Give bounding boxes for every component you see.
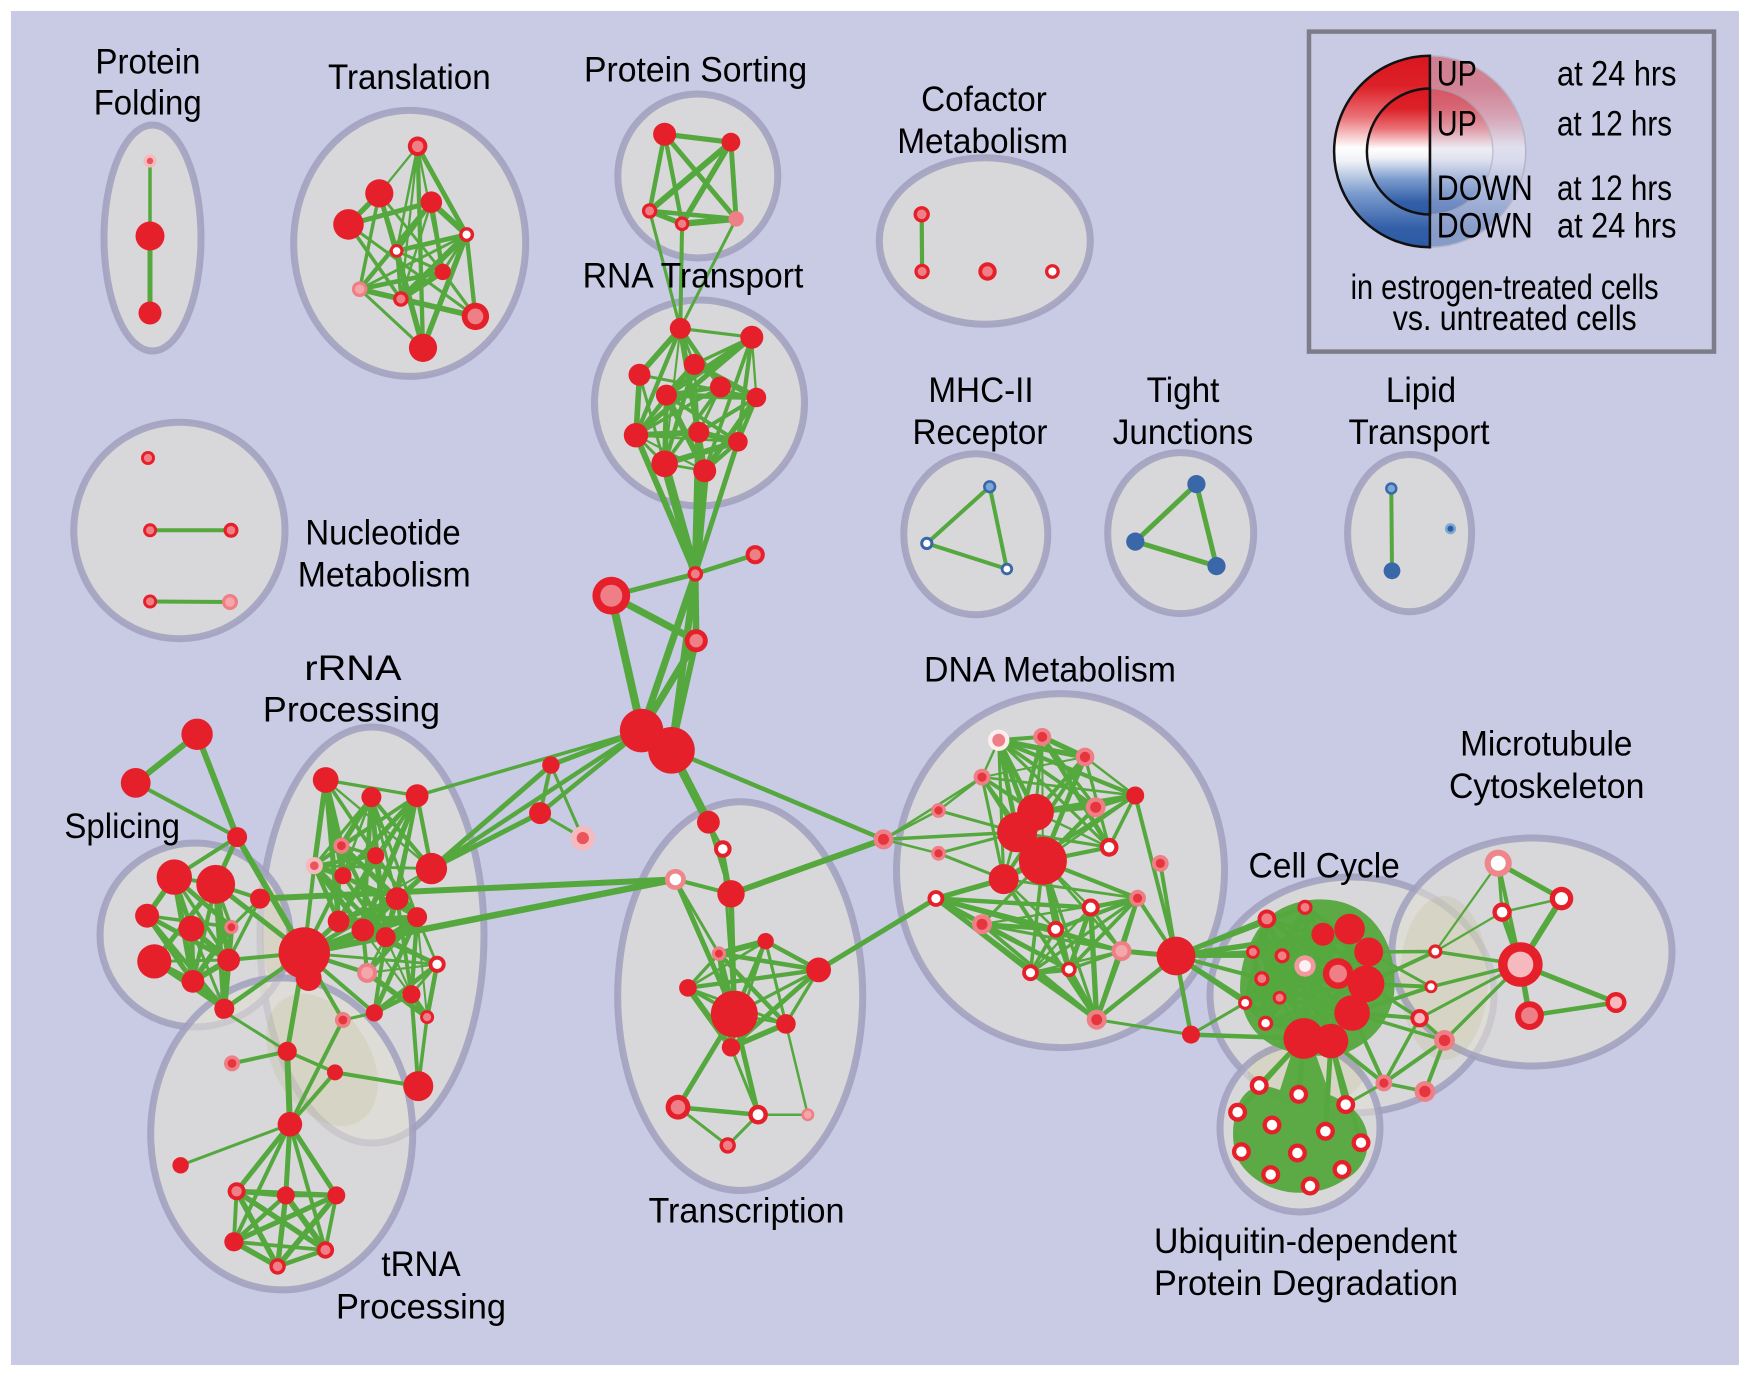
svg-text:UP: UP — [1437, 55, 1477, 94]
svg-text:Cofactor: Cofactor — [921, 80, 1047, 119]
svg-text:at 12 hrs: at 12 hrs — [1557, 105, 1672, 144]
svg-text:Transcription: Transcription — [648, 1192, 844, 1231]
svg-text:UP: UP — [1437, 105, 1477, 144]
svg-text:tRNA: tRNA — [381, 1245, 461, 1284]
svg-text:RNA Transport: RNA Transport — [583, 257, 804, 296]
svg-text:DOWN: DOWN — [1437, 169, 1533, 208]
svg-text:DNA Metabolism: DNA Metabolism — [924, 650, 1176, 689]
svg-text:Metabolism: Metabolism — [298, 555, 471, 594]
svg-text:Folding: Folding — [94, 84, 202, 123]
svg-text:rRNA: rRNA — [304, 649, 402, 688]
svg-text:Splicing: Splicing — [64, 807, 180, 846]
svg-text:MHC-II: MHC-II — [928, 371, 1033, 410]
svg-text:Transport: Transport — [1348, 413, 1489, 452]
svg-text:Cytoskeleton: Cytoskeleton — [1449, 767, 1644, 806]
svg-text:at 24 hrs: at 24 hrs — [1557, 55, 1677, 94]
svg-text:Metabolism: Metabolism — [897, 122, 1068, 161]
svg-text:Tight: Tight — [1147, 371, 1220, 410]
svg-text:Receptor: Receptor — [913, 413, 1048, 452]
svg-text:Protein Degradation: Protein Degradation — [1154, 1264, 1458, 1303]
svg-text:Ubiquitin-dependent: Ubiquitin-dependent — [1154, 1222, 1457, 1261]
svg-text:at 12 hrs: at 12 hrs — [1557, 169, 1672, 208]
svg-text:Nucleotide: Nucleotide — [305, 514, 460, 553]
svg-text:vs. untreated cells: vs. untreated cells — [1393, 299, 1637, 338]
svg-text:Cell Cycle: Cell Cycle — [1249, 846, 1400, 885]
svg-text:Processing: Processing — [336, 1287, 506, 1326]
svg-text:at 24 hrs: at 24 hrs — [1557, 206, 1677, 245]
svg-text:Protein: Protein — [95, 42, 200, 81]
svg-text:Junctions: Junctions — [1113, 413, 1254, 452]
svg-text:Processing: Processing — [263, 690, 440, 729]
svg-text:Protein Sorting: Protein Sorting — [584, 50, 807, 89]
svg-text:DOWN: DOWN — [1437, 206, 1533, 245]
svg-text:Microtubule: Microtubule — [1460, 725, 1632, 764]
svg-text:Translation: Translation — [328, 58, 491, 97]
svg-text:Lipid: Lipid — [1386, 371, 1456, 410]
svg-text:in estrogen-treated cells: in estrogen-treated cells — [1351, 268, 1659, 307]
